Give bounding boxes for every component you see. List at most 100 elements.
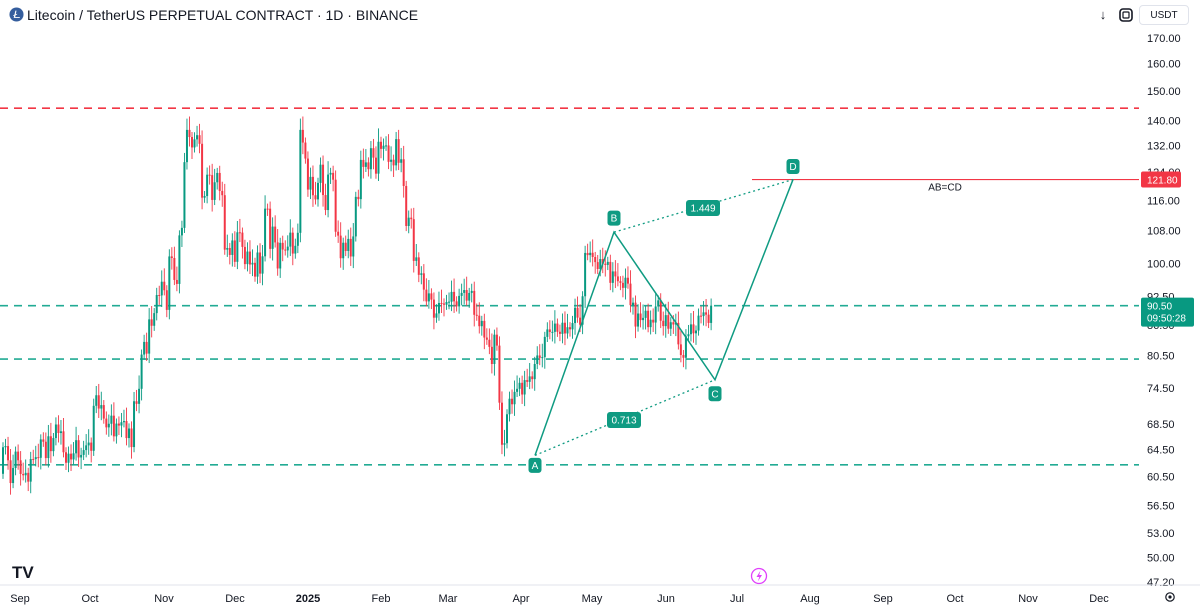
candle bbox=[684, 329, 687, 370]
candle bbox=[183, 152, 186, 233]
screenshot-icon[interactable] bbox=[1115, 5, 1137, 25]
candle bbox=[634, 295, 637, 339]
candle bbox=[480, 315, 483, 336]
time-tick-label: Jul bbox=[730, 593, 744, 605]
candle bbox=[145, 332, 148, 361]
candle bbox=[100, 391, 103, 421]
candle bbox=[155, 287, 158, 321]
candle bbox=[256, 245, 259, 284]
candle bbox=[465, 276, 468, 306]
candle bbox=[591, 239, 594, 267]
candle bbox=[2, 442, 4, 479]
candle bbox=[500, 391, 503, 455]
candle bbox=[533, 356, 536, 391]
time-tick-label: 2025 bbox=[296, 593, 320, 605]
candle bbox=[561, 313, 564, 344]
candle bbox=[611, 262, 614, 293]
candle bbox=[180, 220, 183, 248]
price-tick-label: 56.50 bbox=[1147, 501, 1175, 513]
candle bbox=[153, 308, 156, 331]
candle bbox=[440, 289, 443, 313]
svg-text:B: B bbox=[611, 214, 618, 225]
candle bbox=[168, 249, 171, 320]
settings-gear-icon[interactable] bbox=[1165, 592, 1175, 602]
pattern-point-B[interactable]: B bbox=[607, 210, 621, 226]
candle bbox=[70, 444, 73, 472]
candle bbox=[546, 322, 549, 343]
time-tick-label: Jun bbox=[657, 593, 675, 605]
candle bbox=[105, 411, 108, 435]
candle bbox=[372, 138, 375, 170]
litecoin-logo-icon bbox=[9, 7, 24, 22]
candle bbox=[662, 311, 665, 336]
candle bbox=[596, 254, 599, 275]
candle bbox=[185, 118, 188, 170]
candle bbox=[54, 417, 57, 446]
time-tick-label: Oct bbox=[946, 593, 963, 605]
candle bbox=[558, 324, 561, 342]
candle bbox=[65, 447, 67, 471]
flash-icon[interactable] bbox=[750, 567, 768, 585]
candle bbox=[32, 449, 35, 465]
candle bbox=[334, 170, 337, 237]
candle bbox=[415, 243, 418, 267]
price-tick-label: 108.00 bbox=[1147, 226, 1181, 238]
candle bbox=[47, 424, 50, 468]
candle bbox=[586, 243, 589, 261]
candle bbox=[236, 220, 239, 270]
candle bbox=[432, 292, 435, 330]
candle bbox=[193, 132, 196, 153]
price-tick-label: 160.00 bbox=[1147, 59, 1181, 71]
candle bbox=[130, 421, 133, 459]
candle bbox=[397, 129, 400, 171]
pattern-point-D[interactable]: D bbox=[786, 159, 800, 175]
candle bbox=[49, 422, 52, 463]
candle bbox=[9, 448, 12, 495]
candle bbox=[306, 151, 309, 197]
abcd-zigzag-line[interactable] bbox=[534, 179, 794, 456]
candle bbox=[57, 415, 60, 443]
time-tick-label: May bbox=[582, 593, 603, 605]
candle bbox=[259, 243, 262, 284]
price-tick-label: 150.00 bbox=[1147, 86, 1181, 98]
abcd-pattern[interactable]: 0.713 1.449 A B C D AB=CD bbox=[528, 159, 962, 473]
time-axis[interactable]: Sep Oct Nov Dec 2025 Feb Mar Apr May Jun Jul Aug Sep… bbox=[0, 584, 1200, 605]
candle bbox=[649, 310, 652, 335]
currency-selector[interactable]: USDT bbox=[1139, 5, 1189, 25]
candle bbox=[12, 454, 15, 489]
candle bbox=[495, 327, 498, 351]
candle bbox=[211, 163, 214, 212]
candle bbox=[377, 128, 380, 181]
candle bbox=[67, 446, 70, 473]
pattern-point-A[interactable]: A bbox=[528, 457, 542, 473]
candle bbox=[34, 445, 37, 467]
candle bbox=[117, 416, 120, 436]
candle bbox=[621, 275, 624, 298]
ratio-label-bc: 0.713 bbox=[607, 412, 641, 428]
countdown-timer: 09:50:28 bbox=[1147, 314, 1186, 325]
price-tick-label: 68.50 bbox=[1147, 419, 1175, 431]
candle bbox=[150, 306, 153, 338]
candle bbox=[538, 344, 541, 366]
candle bbox=[120, 412, 123, 438]
candle bbox=[707, 309, 710, 329]
candle bbox=[609, 254, 612, 291]
candle bbox=[243, 239, 246, 270]
candle bbox=[536, 346, 539, 370]
candle bbox=[274, 215, 277, 248]
candle bbox=[508, 391, 511, 422]
candle bbox=[488, 328, 491, 355]
candle bbox=[266, 203, 269, 216]
candle bbox=[264, 195, 267, 262]
candle bbox=[143, 334, 146, 360]
candle bbox=[606, 256, 609, 271]
price-tick-label: 140.00 bbox=[1147, 115, 1181, 127]
candle bbox=[682, 349, 685, 368]
pattern-point-C[interactable]: C bbox=[708, 386, 722, 402]
download-arrow-button[interactable]: ↓ bbox=[1099, 7, 1107, 22]
candle bbox=[213, 168, 216, 206]
candle bbox=[402, 145, 405, 198]
candle bbox=[90, 437, 93, 463]
candle bbox=[173, 246, 176, 286]
